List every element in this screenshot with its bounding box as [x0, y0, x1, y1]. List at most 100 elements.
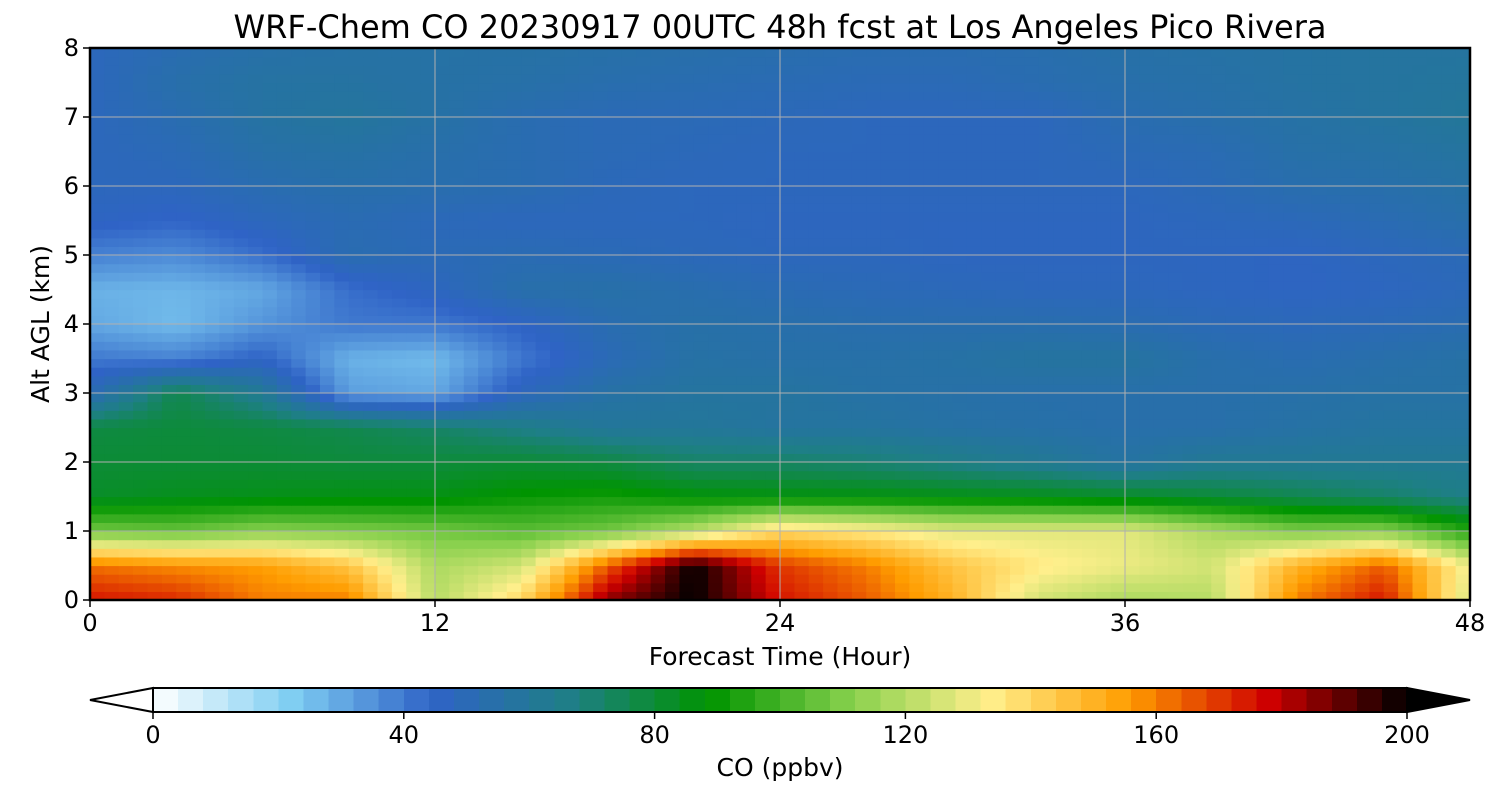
heatmap-cell — [521, 384, 537, 394]
heatmap-cell — [823, 470, 839, 480]
heatmap-cell — [1081, 522, 1097, 532]
heatmap-cell — [521, 237, 537, 247]
heatmap-cell — [348, 436, 364, 446]
heatmap-cell — [1153, 194, 1169, 204]
heatmap-cell — [1024, 332, 1040, 342]
heatmap-cell — [593, 393, 609, 403]
heatmap-cell — [1196, 186, 1212, 196]
heatmap-cell — [118, 306, 134, 316]
heatmap-cell — [1225, 384, 1241, 394]
heatmap-cell — [952, 410, 968, 420]
heatmap-cell — [621, 574, 637, 584]
heatmap-cell — [808, 186, 824, 196]
heatmap-cell — [435, 444, 450, 454]
heatmap-cell — [233, 203, 249, 213]
heatmap-cell — [506, 418, 522, 429]
heatmap-cell — [736, 341, 752, 351]
heatmap-cell — [377, 263, 393, 273]
heatmap-cell — [377, 220, 393, 230]
heatmap-cell — [1196, 574, 1212, 584]
heatmap-cell — [1139, 427, 1155, 437]
heatmap-cell — [981, 306, 997, 316]
heatmap-cell — [550, 298, 565, 308]
heatmap-cell — [1355, 306, 1370, 316]
heatmap-cell — [895, 496, 910, 506]
heatmap-cell — [966, 375, 982, 385]
heatmap-cell — [1168, 487, 1184, 498]
heatmap-cell — [205, 496, 220, 506]
heatmap-cell — [995, 470, 1011, 480]
heatmap-cell — [248, 410, 264, 420]
heatmap-cell — [708, 306, 724, 316]
heatmap-cell — [147, 384, 163, 394]
heatmap-cell — [133, 229, 149, 239]
heatmap-cell — [118, 444, 134, 454]
heatmap-cell — [1369, 427, 1385, 437]
heatmap-cell — [1369, 436, 1385, 446]
heatmap-cell — [1225, 427, 1241, 437]
heatmap-cell — [176, 496, 192, 506]
heatmap-cell — [118, 367, 134, 377]
heatmap-cell — [1297, 375, 1313, 385]
heatmap-cell — [492, 410, 508, 420]
heatmap-cell — [147, 246, 163, 256]
heatmap-cell — [1125, 479, 1140, 489]
heatmap-cell — [1053, 548, 1069, 558]
heatmap-cell — [794, 358, 810, 368]
heatmap-cell — [665, 582, 680, 592]
heatmap-cell — [118, 556, 134, 567]
heatmap-cell — [895, 211, 910, 222]
heatmap-cell — [1340, 401, 1356, 411]
heatmap-cell — [1096, 401, 1112, 411]
heatmap-cell — [1326, 203, 1342, 213]
heatmap-cell — [923, 444, 939, 454]
heatmap-cell — [880, 229, 896, 239]
heatmap-cell — [1283, 453, 1299, 463]
heatmap-cell — [1182, 427, 1198, 437]
heatmap-cell — [291, 470, 307, 480]
heatmap-cell — [492, 479, 508, 489]
heatmap-cell — [952, 496, 968, 506]
heatmap-cell — [1153, 565, 1169, 575]
heatmap-cell — [866, 427, 882, 437]
heatmap-cell — [1240, 410, 1255, 420]
heatmap-cell — [161, 470, 177, 480]
heatmap-cell — [348, 289, 364, 299]
heatmap-cell — [880, 332, 896, 342]
heatmap-cell — [1441, 531, 1457, 541]
heatmap-cell — [981, 237, 997, 247]
heatmap-cell — [291, 324, 307, 334]
heatmap-cell — [1268, 324, 1284, 334]
heatmap-cell — [1369, 591, 1385, 601]
heatmap-cell — [1225, 203, 1241, 213]
heatmap-cell — [593, 229, 609, 239]
heatmap-cell — [880, 220, 896, 230]
heatmap-cell — [262, 177, 278, 187]
heatmap-cell — [1326, 306, 1342, 316]
heatmap-cell — [248, 237, 264, 247]
heatmap-cell — [1268, 505, 1284, 515]
heatmap-cell — [1139, 531, 1155, 541]
heatmap-cell — [1240, 211, 1255, 222]
heatmap-cell — [435, 367, 450, 377]
heatmap-cell — [521, 263, 537, 273]
heatmap-cell — [320, 263, 335, 273]
heatmap-cell — [1182, 384, 1198, 394]
heatmap-cell — [1240, 280, 1255, 291]
heatmap-cell — [506, 315, 522, 325]
heatmap-cell — [535, 531, 551, 541]
heatmap-cell — [118, 272, 134, 282]
heatmap-cell — [621, 298, 637, 308]
heatmap-cell — [147, 306, 163, 316]
heatmap-cell — [1196, 358, 1212, 368]
heatmap-cell — [276, 194, 292, 204]
heatmap-cell — [1426, 453, 1442, 463]
heatmap-cell — [391, 470, 407, 480]
heatmap-cell — [233, 393, 249, 403]
heatmap-cell — [205, 237, 220, 247]
heatmap-cell — [521, 574, 537, 584]
heatmap-cell — [1398, 591, 1414, 601]
heatmap-cell — [521, 298, 537, 308]
heatmap-cell — [751, 453, 767, 463]
heatmap-cell — [104, 255, 120, 265]
